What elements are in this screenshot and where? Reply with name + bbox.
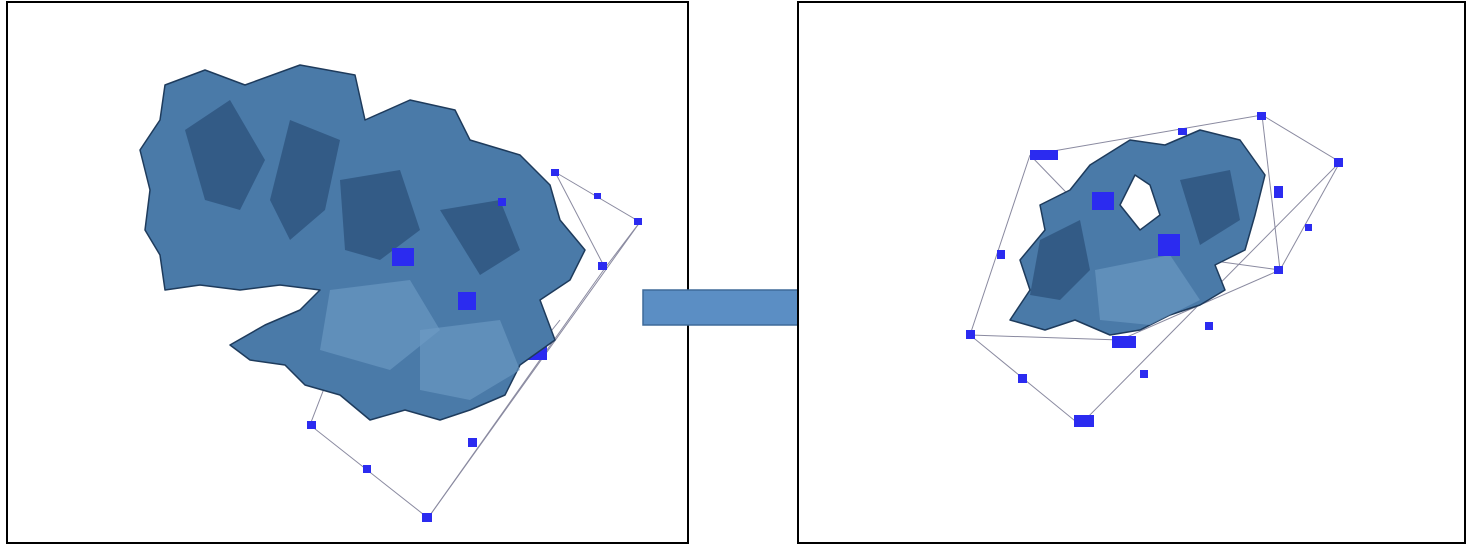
left-rock-sample xyxy=(139,64,586,421)
right-rock-sample xyxy=(1009,129,1266,336)
